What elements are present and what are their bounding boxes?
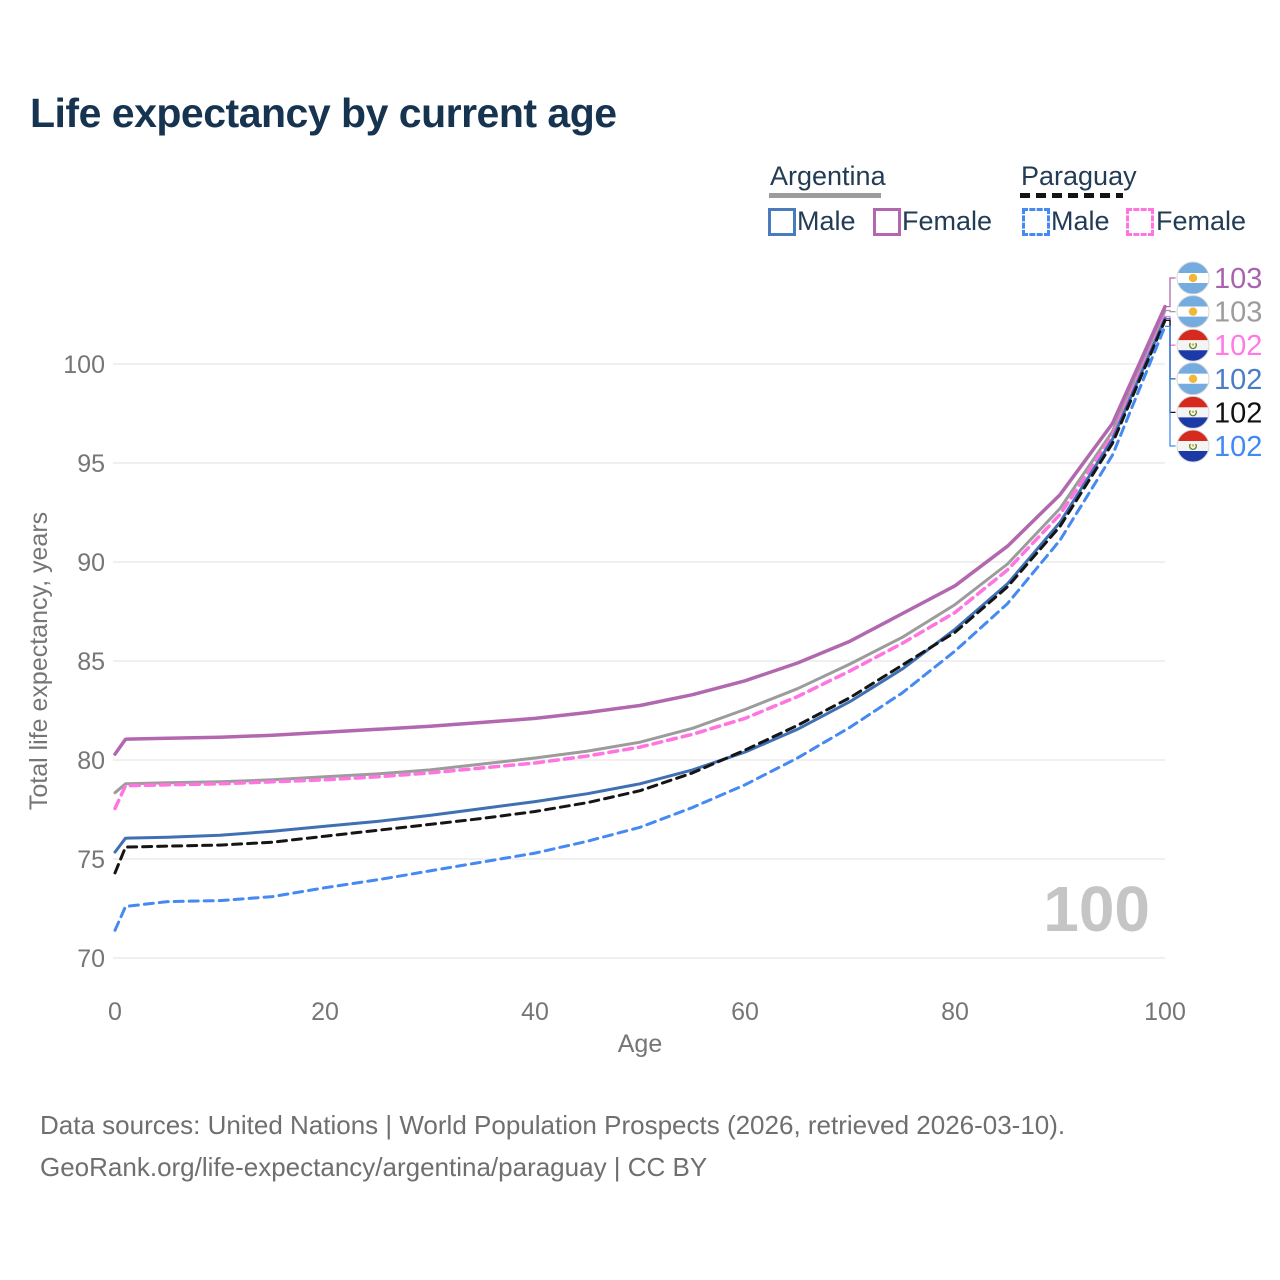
x-tick-0: 0	[108, 998, 122, 1026]
paraguay-flag-icon	[1175, 327, 1211, 363]
legend-label-paraguay-male[interactable]: Male	[1051, 206, 1110, 236]
paraguay-line-style-sample	[1020, 193, 1123, 198]
series-line-paraguay-total[interactable]	[113, 318, 1167, 875]
y-tick-95: 95	[77, 450, 105, 478]
hover-age-watermark: 100	[1043, 873, 1150, 945]
x-tick-80: 80	[941, 998, 969, 1026]
end-label-connector-argentina-male	[1165, 317, 1177, 380]
attribution-line: GeoRank.org/life-expectancy/argentina/pa…	[40, 1152, 708, 1182]
legend-label-paraguay-female[interactable]: Female	[1156, 206, 1247, 236]
paraguay-flag-icon	[1175, 428, 1211, 464]
legend-swatch-paraguay-female[interactable]	[1126, 208, 1154, 236]
end-value-argentina-female[interactable]: 103	[1214, 263, 1262, 295]
series-line-paraguay-male[interactable]	[113, 324, 1167, 932]
legend-swatch-argentina-male[interactable]	[768, 208, 796, 236]
end-label-connector-paraguay-male	[1165, 325, 1177, 447]
argentina-flag-icon	[1175, 294, 1211, 330]
x-axis-title: Age	[618, 1030, 662, 1058]
argentina-flag-icon	[1175, 361, 1211, 397]
x-tick-20: 20	[311, 998, 339, 1026]
x-tick-40: 40	[521, 998, 549, 1026]
footer: Data sources: United Nations | World Pop…	[40, 1104, 1065, 1188]
end-label-connector-argentina-total	[1165, 309, 1177, 313]
y-tick-90: 90	[77, 549, 105, 577]
y-tick-80: 80	[77, 747, 105, 775]
series-line-argentina-total[interactable]	[113, 309, 1167, 795]
end-value-argentina-male[interactable]: 102	[1214, 364, 1262, 396]
end-value-paraguay-total[interactable]: 102	[1214, 397, 1262, 429]
paraguay-flag-icon	[1175, 394, 1211, 430]
end-label-connector-argentina-female	[1165, 277, 1177, 308]
y-tick-100: 100	[63, 351, 105, 379]
legend-label-argentina-male[interactable]: Male	[797, 206, 856, 236]
legend-label-argentina-female[interactable]: Female	[902, 206, 993, 236]
y-tick-85: 85	[77, 648, 105, 676]
end-value-paraguay-male[interactable]: 102	[1214, 431, 1262, 463]
data-sources-line: Data sources: United Nations | World Pop…	[40, 1110, 1066, 1140]
page-title: Life expectancy by current age	[30, 90, 617, 136]
series-line-argentina-male[interactable]	[113, 317, 1167, 854]
y-tick-70: 70	[77, 945, 105, 973]
argentina-line-style-sample	[769, 193, 881, 198]
legend-country-paraguay[interactable]: Paraguay	[1021, 161, 1137, 191]
legend-country-argentina[interactable]: Argentina	[770, 161, 886, 191]
legend-swatch-argentina-female[interactable]	[873, 208, 901, 236]
x-tick-60: 60	[731, 998, 759, 1026]
y-axis-title: Total life expectancy, years	[25, 512, 53, 810]
argentina-flag-icon	[1175, 260, 1211, 296]
x-tick-100: 100	[1144, 998, 1186, 1026]
series-line-paraguay-female[interactable]	[113, 314, 1167, 811]
end-value-paraguay-female[interactable]: 102	[1214, 330, 1262, 362]
series-line-argentina-female[interactable]	[113, 304, 1167, 756]
y-tick-75: 75	[77, 846, 105, 874]
end-label-connector-paraguay-total	[1165, 319, 1177, 414]
legend-swatch-paraguay-male[interactable]	[1022, 208, 1050, 236]
end-value-argentina-total[interactable]: 103	[1214, 297, 1262, 329]
